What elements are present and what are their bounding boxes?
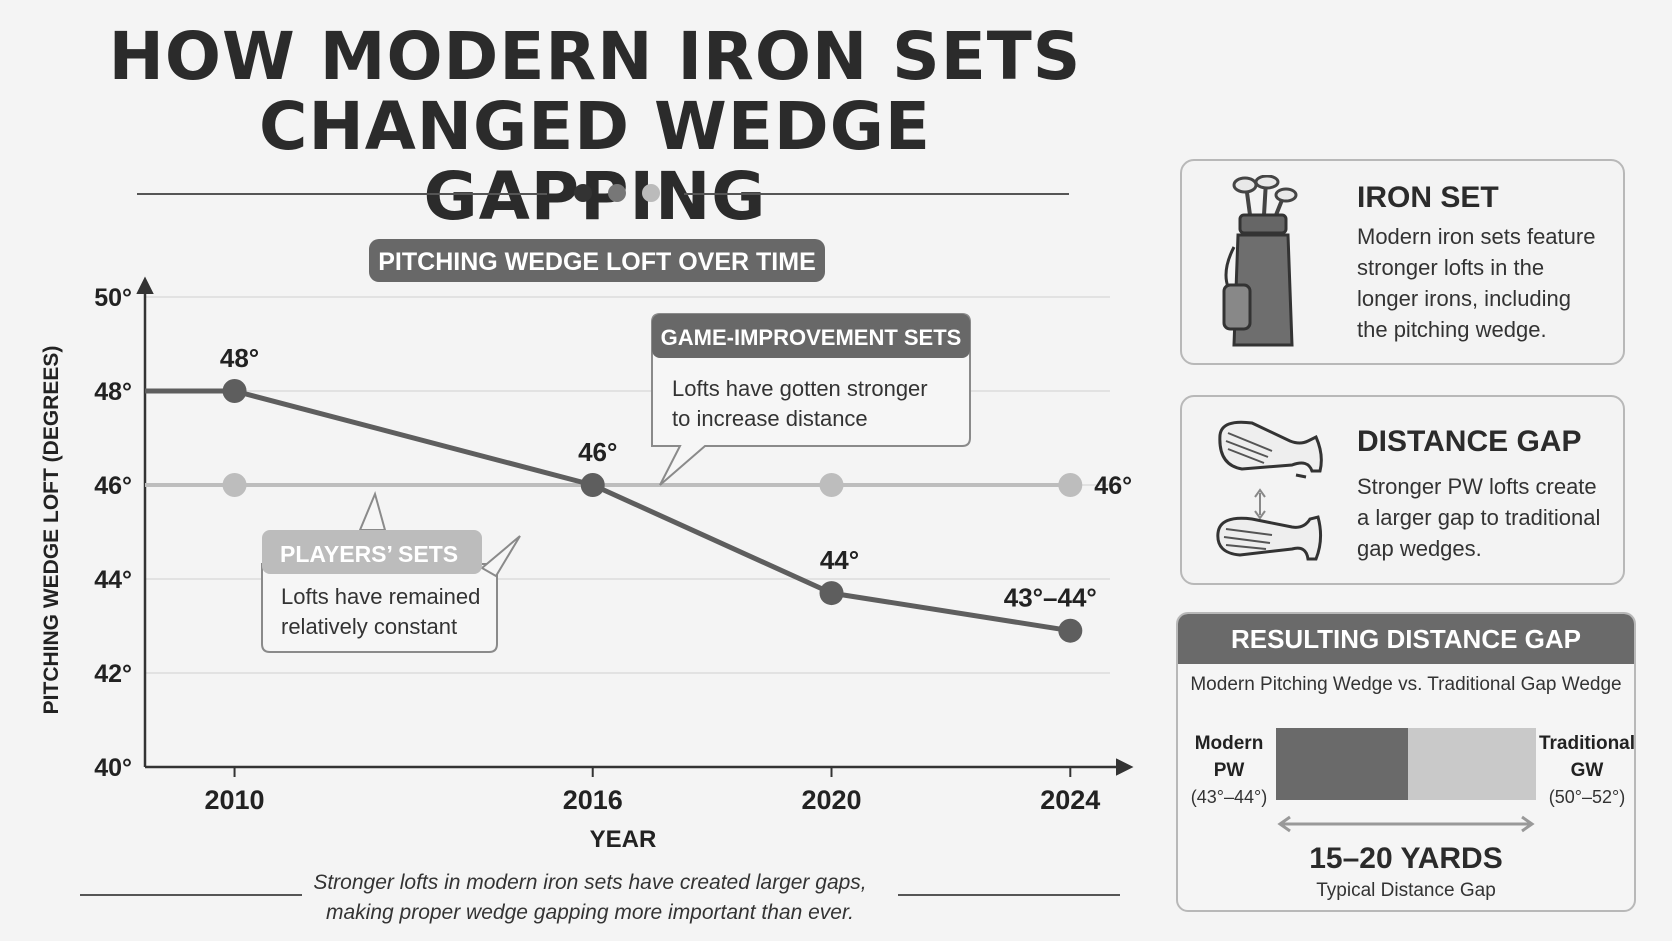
chart-title-pill xyxy=(369,239,825,282)
modern-pw-label-2: PW xyxy=(1213,760,1245,781)
game-improvement-value-label: 44° xyxy=(820,545,859,575)
x-tick-label: 2024 xyxy=(1040,785,1100,815)
iron-set-text: Modern iron sets feature stronger lofts … xyxy=(1357,221,1595,345)
game-improvement-callout-title: GAME-IMPROVEMENT SETS xyxy=(661,325,962,350)
players-sets-callout-pointer xyxy=(358,490,387,531)
game-improvement-value-label: 46° xyxy=(578,437,617,467)
x-tick-label: 2016 xyxy=(563,785,623,815)
distance-gap-line-2: a larger gap to traditional xyxy=(1357,505,1601,530)
traditional-gw-label-1: Traditional xyxy=(1538,733,1636,754)
traditional-gw-label: Traditional GW (50°–52°) xyxy=(1538,730,1636,810)
x-tick-label: 2010 xyxy=(205,785,265,815)
y-tick-label: 46° xyxy=(94,472,132,500)
traditional-gw-label-3: (50°–52°) xyxy=(1548,787,1626,807)
game-improvement-callout-line-1: Lofts have gotten stronger xyxy=(672,376,928,401)
iron-set-line-3: longer irons, including xyxy=(1357,286,1572,311)
traditional-gw-bar xyxy=(1408,728,1536,800)
iron-set-line-1: Modern iron sets feature xyxy=(1357,224,1596,249)
modern-pw-label: Modern PW (43°–44°) xyxy=(1184,730,1274,810)
footnote-divider-right xyxy=(898,894,1120,896)
game-improvement-callout-head xyxy=(652,314,970,358)
players-sets-callout-line-1: Lofts have remained xyxy=(281,584,480,609)
x-tick-label: 2020 xyxy=(801,785,861,815)
game-improvement-point xyxy=(819,581,844,606)
axes: 40° 42° 44° 46° 48° 50° 2010 2016 2020 2024 YEAR PI… xyxy=(40,239,1134,853)
footnote-line-2: making proper wedge gapping more importa… xyxy=(325,901,855,924)
title-line-1: HOW MODERN IRON SETS xyxy=(108,18,1082,95)
x-axis-title: YEAR xyxy=(590,826,657,853)
wedge-heads-icon xyxy=(1216,420,1323,561)
players-sets-value-label: 46° xyxy=(1094,472,1132,500)
y-tick-label: 44° xyxy=(94,566,132,594)
gap-caption: Typical Distance Gap xyxy=(1316,880,1496,901)
resulting-gap-panel: RESULTING DISTANCE GAP Modern Pitching W… xyxy=(1176,612,1636,912)
title-dot-2 xyxy=(608,184,626,202)
iron-set-panel: IRON SET Modern iron sets feature strong… xyxy=(1180,159,1625,365)
players-sets-callout-head xyxy=(262,530,482,574)
y-tick-label: 42° xyxy=(94,660,132,688)
golf-bag-icon xyxy=(1222,175,1298,347)
chart-title: PITCHING WEDGE LOFT OVER TIME xyxy=(378,248,816,276)
game-improvement-value-label: 43°–44° xyxy=(1004,583,1097,613)
gap-double-arrow-icon xyxy=(1277,815,1535,833)
traditional-gw-label-2: GW xyxy=(1570,760,1604,781)
series-callouts: GAME-IMPROVEMENT SETS Lofts have gotten s… xyxy=(261,313,971,653)
loft-line-chart: 40° 42° 44° 46° 48° 50° 2010 2016 2020 2024 YEAR PI… xyxy=(40,239,1134,853)
distance-gap-line-1: Stronger PW lofts create xyxy=(1357,474,1597,499)
players-sets-callout-pointer-right xyxy=(480,535,521,578)
game-improvement-point xyxy=(580,473,605,497)
footnote: Stronger lofts in modern iron sets have … xyxy=(300,868,880,928)
iron-set-line-2: stronger lofts in the xyxy=(1357,255,1545,280)
resulting-gap-heading: RESULTING DISTANCE GAP xyxy=(1178,614,1634,664)
players-sets-callout-line-2: relatively constant xyxy=(281,614,457,639)
gap-yards-value: 15–20 YARDS xyxy=(1309,842,1503,875)
footnote-divider-left xyxy=(80,894,302,896)
title-line-2: CHANGED WEDGE GAPPING xyxy=(259,88,931,235)
distance-gap-text: Stronger PW lofts create a larger gap to… xyxy=(1357,471,1600,564)
resulting-gap-subtitle: Modern Pitching Wedge vs. Traditional Ga… xyxy=(1190,674,1622,695)
players-sets-point xyxy=(1058,473,1083,497)
footnote-line-1: Stronger lofts in modern iron sets have … xyxy=(313,871,867,894)
page-title: HOW MODERN IRON SETS CHANGED WEDGE GAPPI… xyxy=(95,22,1095,232)
players-sets-callout-title: PLAYERS’ SETS xyxy=(280,541,458,567)
y-tick-label: 50° xyxy=(94,284,132,312)
distance-gap-heading: DISTANCE GAP xyxy=(1357,425,1582,458)
game-improvement-value-label: 48° xyxy=(220,343,259,373)
title-dot-1 xyxy=(574,184,592,202)
game-improvement-point xyxy=(1058,618,1083,643)
iron-set-line-4: the pitching wedge. xyxy=(1357,317,1547,342)
iron-set-heading: IRON SET xyxy=(1357,181,1499,214)
title-divider-right xyxy=(684,193,1069,195)
game-improvement-callout-line-2: to increase distance xyxy=(672,406,868,431)
y-axis-title: PITCHING WEDGE LOFT (DEGREES) xyxy=(40,346,63,715)
game-improvement-point xyxy=(222,379,247,403)
title-dot-3 xyxy=(642,184,660,202)
title-divider-left xyxy=(137,193,547,195)
players-sets-point xyxy=(819,473,844,497)
y-tick-label: 48° xyxy=(94,378,132,406)
players-sets-point xyxy=(222,473,247,497)
distance-gap-line-3: gap wedges. xyxy=(1357,536,1482,561)
modern-pw-label-3: (43°–44°) xyxy=(1190,787,1268,807)
modern-pw-label-1: Modern xyxy=(1194,733,1264,754)
distance-gap-panel: DISTANCE GAP Stronger PW lofts create a … xyxy=(1180,395,1625,585)
series-lines xyxy=(145,379,1083,643)
y-tick-label: 40° xyxy=(94,754,132,782)
data-labels: 46° 48° 46° 44° 43°–44° xyxy=(220,343,1132,613)
modern-pw-bar xyxy=(1276,728,1408,800)
